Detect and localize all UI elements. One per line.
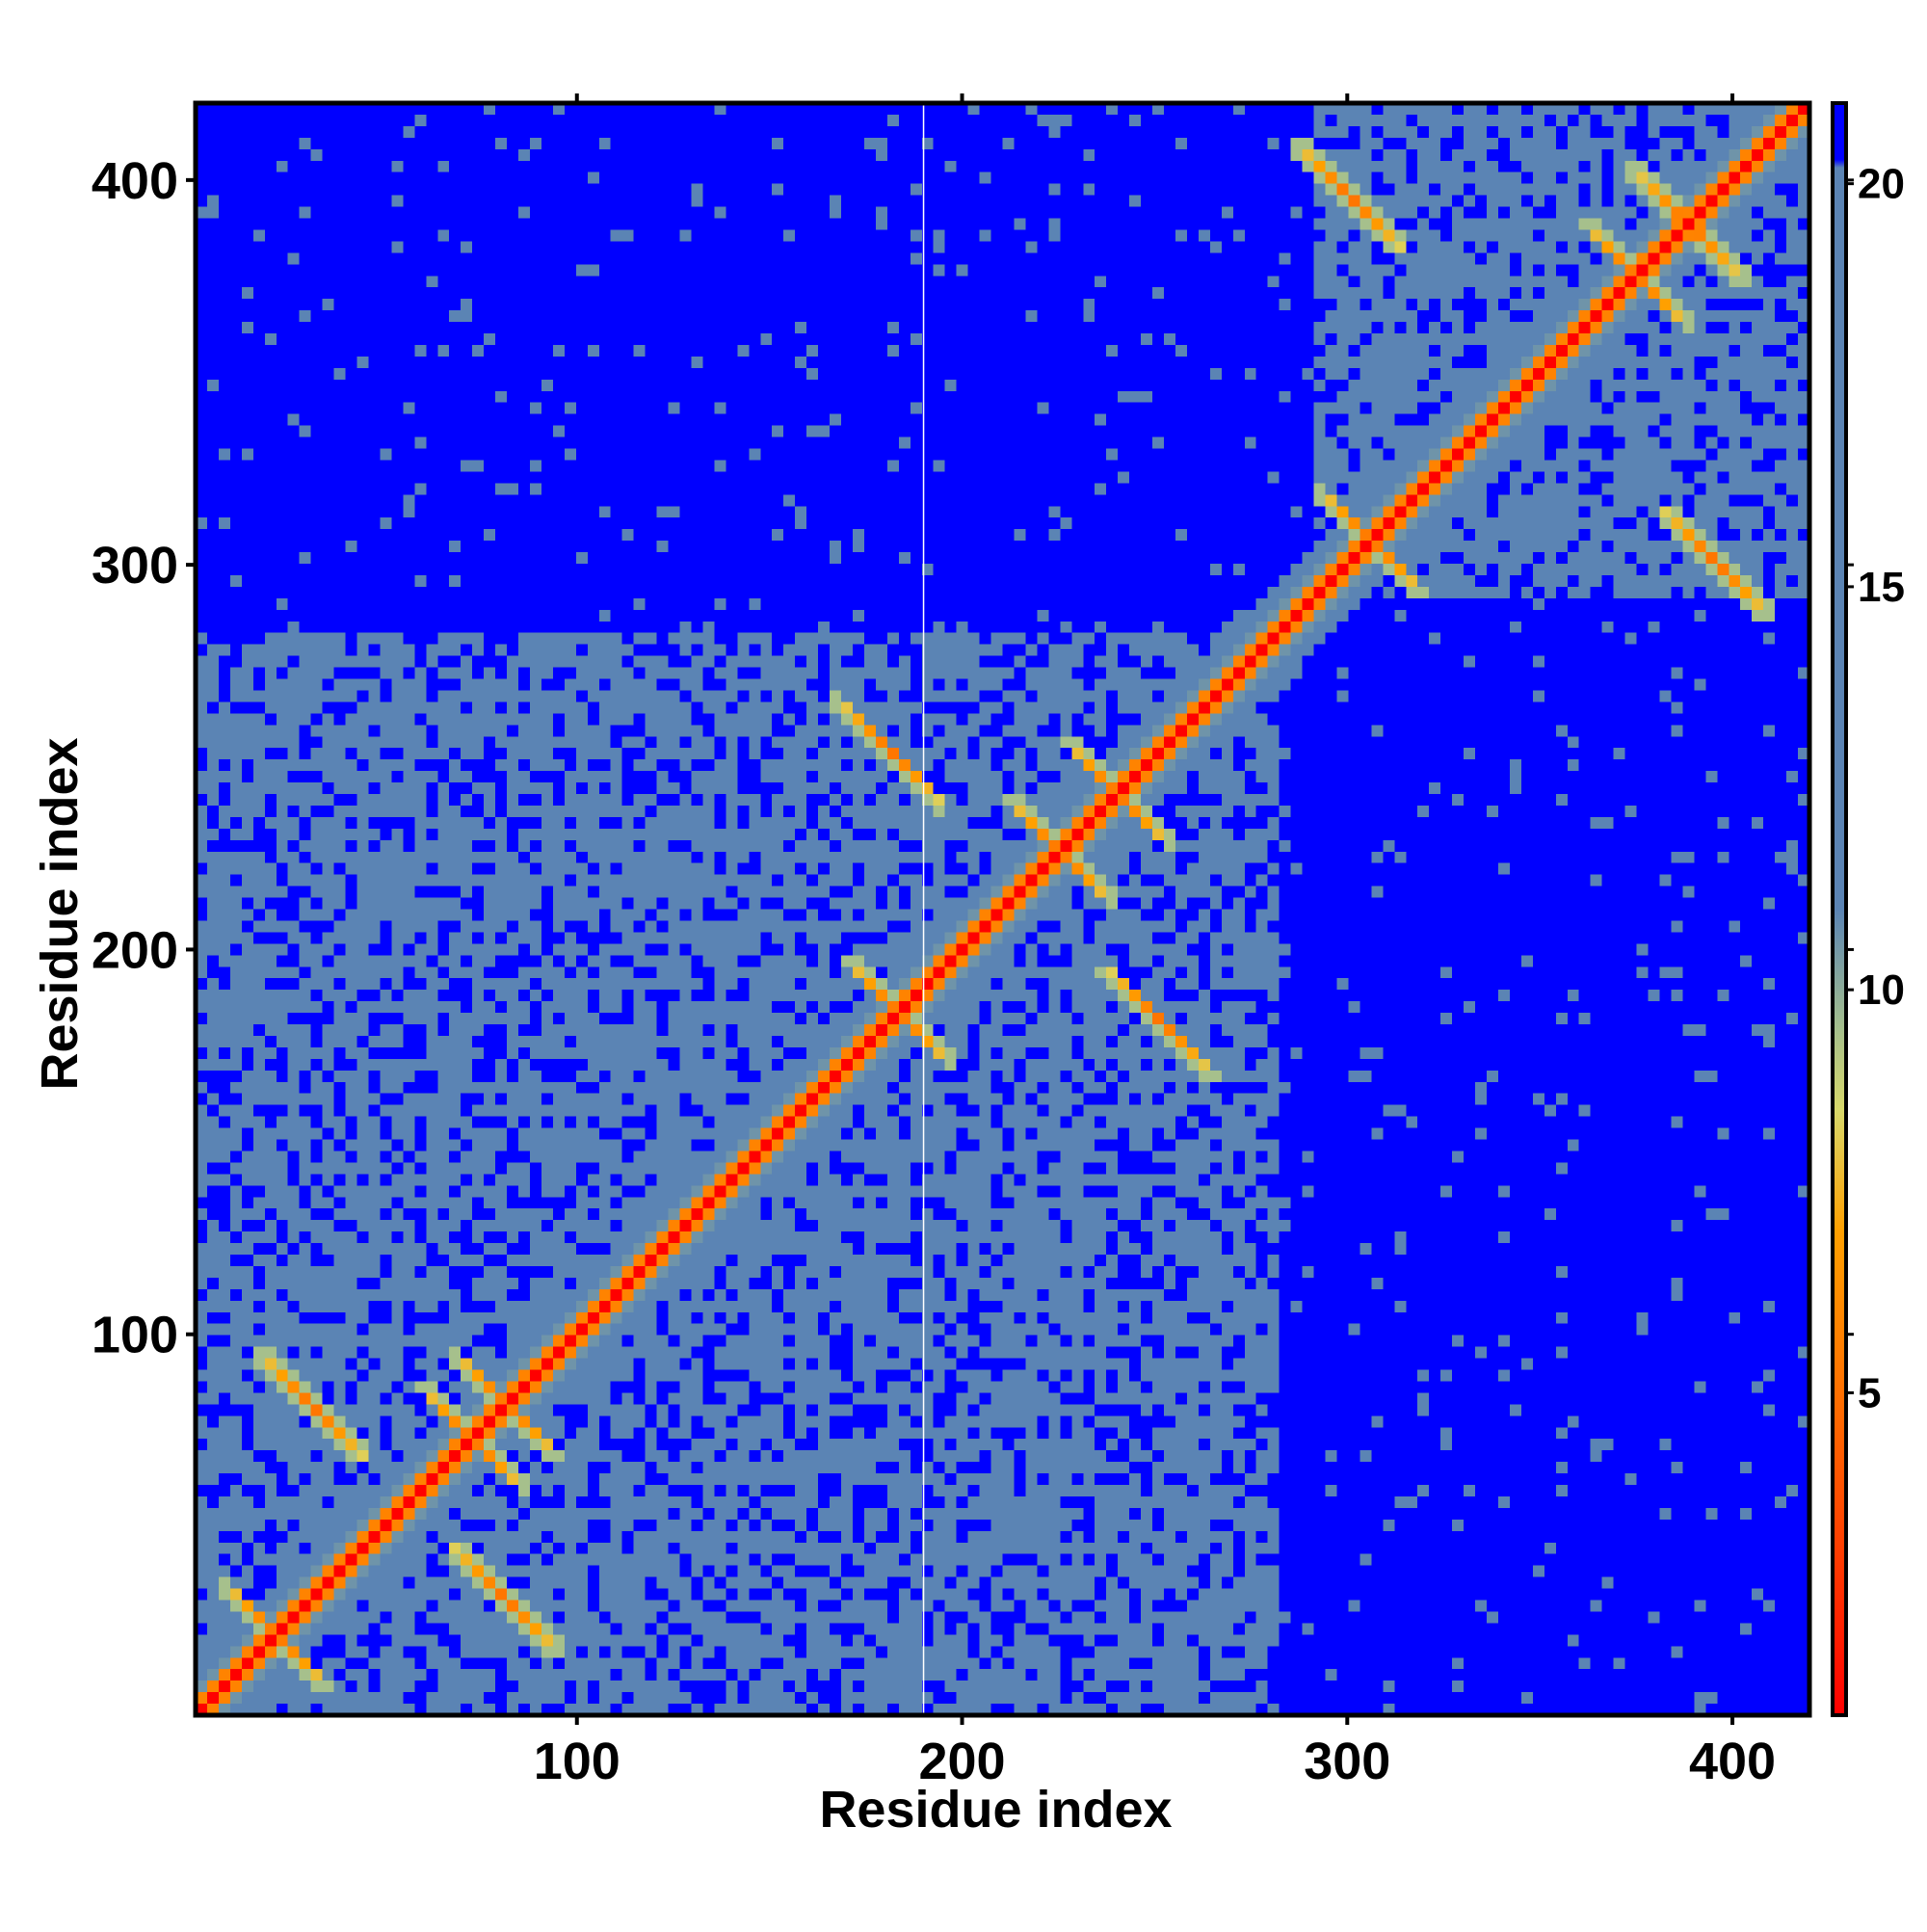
x-tick-label: 400 [1689,1733,1776,1790]
colorbar-ticks: 5 10 15 20 [1846,161,1905,1416]
y-tick-label: 400 [92,152,178,210]
colorbar-tick-label: 15 [1858,564,1905,611]
colorbar-tick-label: 5 [1858,1369,1881,1416]
x-axis-label: Residue index [819,1781,1172,1839]
heatmap-matrix [196,103,1809,1715]
y-tick-label: 300 [92,537,178,595]
y-axis-ticks: 100 200 300 400 [92,152,196,1364]
y-axis-label: Residue index [31,737,89,1090]
x-axis-ticks: 100 200 300 400 [534,93,1776,1790]
heatmap-image [196,103,1809,1715]
plot-frame [193,100,1812,1718]
x-tick-label: 300 [1304,1733,1390,1790]
colorbar [1831,101,1848,1717]
y-tick-label: 200 [92,921,178,979]
x-tick-label: 200 [918,1733,1005,1790]
colorbar-tick-label: 10 [1858,966,1905,1014]
y-tick-label: 100 [92,1307,178,1364]
x-tick-label: 100 [534,1733,620,1790]
colorbar-tick-label: 20 [1858,161,1905,208]
